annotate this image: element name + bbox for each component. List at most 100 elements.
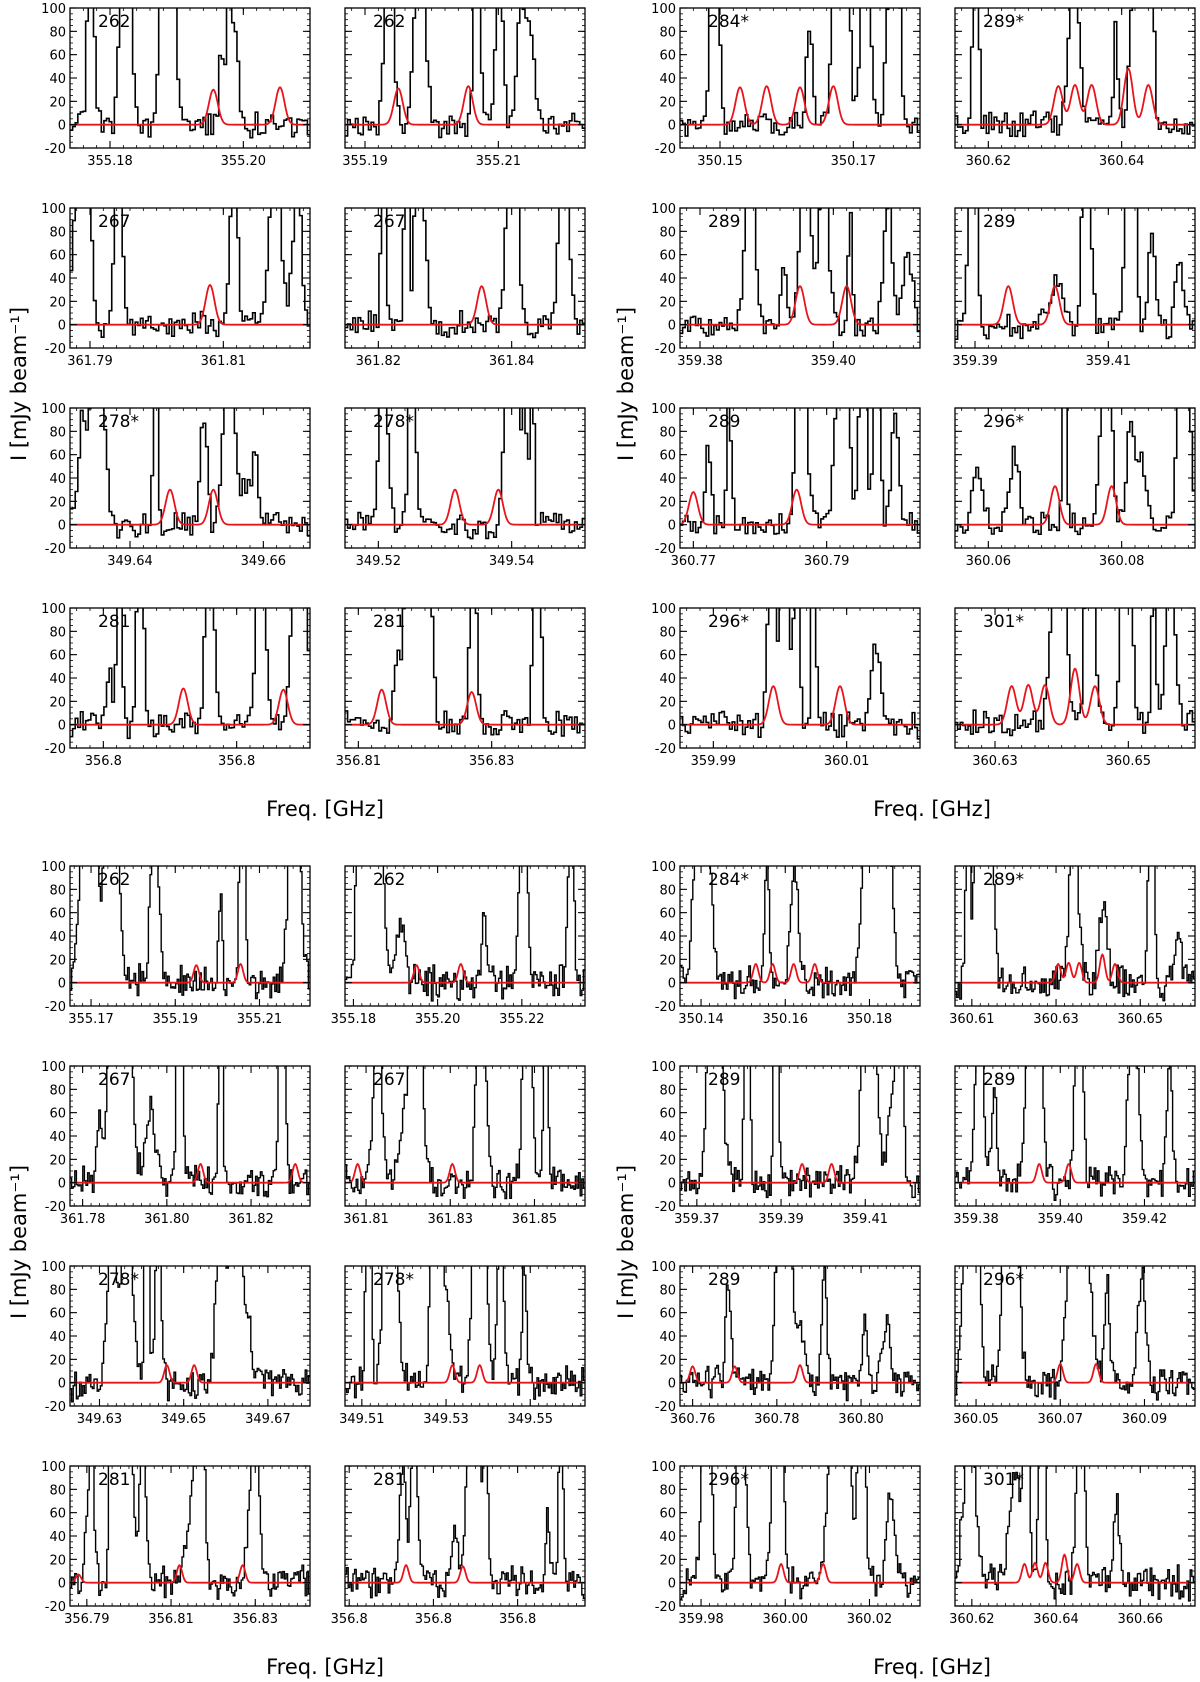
fig1-panel-14-label: 296*	[708, 1470, 749, 1490]
fig1-panel-12-label: 281	[98, 1470, 130, 1490]
fig1-panel-12-observed-spectrum	[70, 1466, 310, 1600]
fig0-panel-15: 360.63 360.65 301*	[954, 607, 1196, 769]
fig0-panel-7-xtick-label: 359.39	[952, 354, 998, 369]
fig1-panel-10-ytick-label: 40	[659, 1330, 676, 1345]
fig0-panel-10-xtick-label: 360.77	[671, 554, 717, 569]
fig0-panel-4-model-line	[70, 283, 310, 326]
fig0-panel-8-label: 278*	[98, 412, 139, 432]
fig1-panel-12: -20 0 20 40 60 80 100 356.79 356.81 356.83 281	[41, 1460, 311, 1627]
fig1-panel-3-xtick-label: 360.61	[949, 1012, 995, 1027]
fig0-panel-9-model-line	[345, 488, 585, 526]
fig0-panel-10-ytick-label: -20	[655, 542, 676, 557]
fig0-panel-4-ytick-label: 80	[49, 225, 66, 240]
fig1-panel-6-label: 289	[708, 1070, 740, 1090]
fig1-panel-10: -20 0 20 40 60 80 100 360.76 360.78 360.80 289	[651, 1260, 921, 1427]
fig0-panel-5-xtick-label: 361.82	[356, 354, 402, 369]
fig1-panel-0-model-line	[70, 962, 310, 984]
fig1-panel-8-ytick-label: 20	[49, 1353, 66, 1368]
fig1-panel-2-model-line	[680, 962, 920, 984]
fig0-panel-4-ytick-label: 40	[49, 272, 66, 287]
fig0-panel-6-label: 289	[708, 212, 740, 232]
fig1-panel-8: -20 0 20 40 60 80 100 349.63 349.65 349.67 278*	[41, 1260, 311, 1427]
fig1-panel-10-ytick-label: -20	[655, 1400, 676, 1415]
fig0-panel-8-ytick-label: 80	[49, 425, 66, 440]
fig0-panel-10-ytick-label: 40	[659, 472, 676, 487]
fig0-panel-15-label: 301*	[983, 612, 1024, 632]
fig1-panel-11-label: 296*	[983, 1270, 1024, 1290]
fig0-panel-15-xtick-label: 360.65	[1106, 754, 1152, 769]
fig1-panel-2-xtick-label: 350.16	[763, 1012, 809, 1027]
fig0-panel-6: -20 0 20 40 60 80 100 359.38 359.40 289	[651, 202, 921, 369]
fig1-panel-10-ytick-label: 100	[651, 1260, 676, 1275]
x-axis-title-lower-left: Freq. [GHz]	[266, 1655, 384, 1679]
fig1-panel-4-label: 267	[98, 1070, 130, 1090]
fig0-panel-10-ytick-label: 60	[659, 449, 676, 464]
fig1-panel-12-ytick-label: 20	[49, 1553, 66, 1568]
fig0-panel-0-ytick-label: 20	[49, 95, 66, 110]
fig0-panel-2-ytick-label: 20	[659, 95, 676, 110]
fig1-panel-4-ytick-label: 60	[49, 1107, 66, 1122]
fig0-panel-3-observed-spectrum	[955, 8, 1195, 138]
fig1-panel-7-xtick-label: 359.42	[1122, 1212, 1168, 1227]
fig1-panel-10-xtick-label: 360.76	[670, 1412, 716, 1427]
fig1-panel-5-xtick-label: 361.85	[512, 1212, 558, 1227]
fig0-panel-0-xtick-label: 355.18	[87, 154, 133, 169]
fig1-panel-9-xtick-label: 349.51	[339, 1412, 385, 1427]
fig1-panel-2: -20 0 20 40 60 80 100 350.14 350.16 350.18 284*	[651, 860, 921, 1027]
fig1-panel-13: 356.8 356.8 356.8 281	[331, 1465, 586, 1627]
fig1-panel-10-ytick-label: 60	[659, 1307, 676, 1322]
fig1-panel-6-ytick-label: 40	[659, 1130, 676, 1145]
fig1-panel-15-xtick-label: 360.62	[949, 1612, 995, 1627]
fig1-panel-3-label: 289*	[983, 870, 1024, 890]
fig0-panel-3-xtick-label: 360.64	[1099, 154, 1145, 169]
fig1-panel-12-xtick-label: 356.81	[148, 1612, 194, 1627]
fig0-panel-8: -20 0 20 40 60 80 100 349.64 349.66 278*	[41, 402, 311, 569]
fig0-panel-1-label: 262	[373, 12, 405, 32]
fig0-panel-6-xtick-label: 359.38	[677, 354, 723, 369]
fig0-panel-8-ytick-label: 20	[49, 495, 66, 510]
fig1-panel-0-ytick-label: 100	[41, 860, 66, 875]
fig1-panel-4-model-line	[70, 1162, 310, 1184]
fig1-panel-13-model-line	[345, 1564, 585, 1584]
fig0-panel-8-ytick-label: -20	[45, 542, 66, 557]
fig1-panel-14-ytick-label: 0	[668, 1577, 676, 1592]
fig0-panel-11-label: 296*	[983, 412, 1024, 432]
fig0-panel-12: -20 0 20 40 60 80 100 356.8 356.8 281	[41, 602, 311, 769]
fig0-panel-0-model-line	[70, 86, 310, 126]
fig1-panel-2-observed-spectrum	[680, 866, 920, 1000]
fig0-panel-7: 359.39 359.41 289	[952, 207, 1196, 369]
fig0-panel-7-xtick-label: 359.41	[1086, 354, 1132, 369]
fig1-panel-2-ytick-label: 60	[659, 907, 676, 922]
fig0-panel-15-model-line	[955, 667, 1195, 726]
fig0-panel-9-xtick-label: 349.52	[356, 554, 402, 569]
fig0-panel-14-ytick-label: 100	[651, 602, 676, 617]
fig1-panel-0-ytick-label: 40	[49, 930, 66, 945]
fig1-panel-3-observed-spectrum	[955, 866, 1195, 1002]
fig0-panel-4-ytick-label: 0	[58, 319, 66, 334]
fig1-panel-2-label: 284*	[708, 870, 749, 890]
fig1-panel-1: 355.18 355.20 355.22 262	[331, 865, 586, 1027]
fig1-panel-1-label: 262	[373, 870, 405, 890]
fig1-panel-9-model-line	[345, 1364, 585, 1384]
fig0-panel-14-ytick-label: -20	[655, 742, 676, 757]
fig1-panel-10-label: 289	[708, 1270, 740, 1290]
fig0-panel-1-xtick-label: 355.19	[342, 154, 388, 169]
fig0-panel-11-observed-spectrum	[955, 408, 1195, 536]
fig1-panel-4: -20 0 20 40 60 80 100 361.78 361.80 361.82 267	[41, 1060, 311, 1227]
fig0-panel-7-model-line	[955, 285, 1195, 326]
fig0-panel-0-ytick-label: 100	[41, 2, 66, 17]
fig1-panel-14-xtick-label: 359.98	[678, 1612, 724, 1627]
fig1-panel-0: -20 0 20 40 60 80 100 355.17 355.19 355.21 262	[41, 860, 311, 1027]
fig1-panel-2-ytick-label: 40	[659, 930, 676, 945]
fig1-panel-1-xtick-label: 355.18	[331, 1012, 377, 1027]
fig0-panel-14-xtick-label: 359.99	[691, 754, 737, 769]
fig0-panel-12-ytick-label: 20	[49, 695, 66, 710]
fig1-panel-15-xtick-label: 360.64	[1033, 1612, 1079, 1627]
fig1-panel-13-label: 281	[373, 1470, 405, 1490]
fig1-panel-8-ytick-label: 40	[49, 1330, 66, 1345]
fig1-panel-11-model-line	[955, 1362, 1195, 1384]
fig1-panel-12-model-line	[70, 1564, 310, 1584]
fig1-panel-11-xtick-label: 360.09	[1122, 1412, 1168, 1427]
fig1-panel-10-model-line	[680, 1364, 920, 1384]
